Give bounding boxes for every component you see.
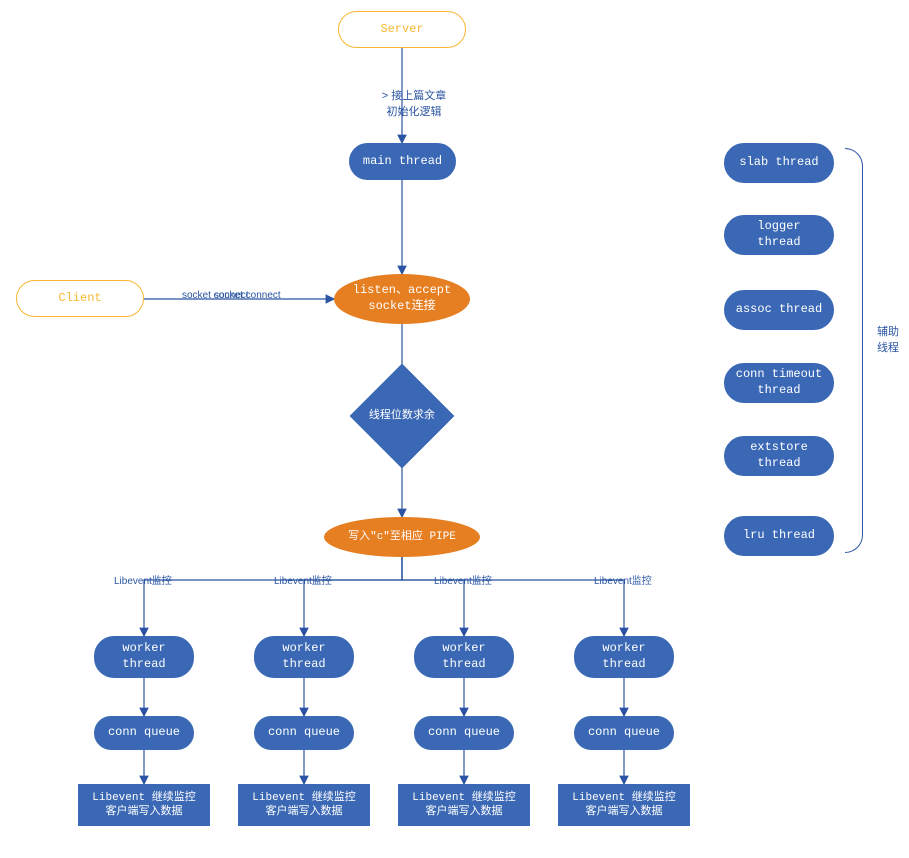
listen-accept-node: listen、accept socket连接 [334,274,470,324]
aux-thread-node: conn timeout thread [724,363,834,403]
aux-thread-node: assoc thread [724,290,834,330]
worker-thread-node: worker thread [94,636,194,678]
libevent-monitor-node: Libevent 继续监控 客户端写入数据 [558,784,690,826]
write-c-pipe-node: 写入"c"至相应 PIPE [324,517,480,557]
main-thread-label: main thread [363,154,442,170]
aux-thread-node: extstore thread [724,436,834,476]
modulo-label: 线程位数求余 [366,409,438,423]
aux-group-label: 辅助 线程 [868,323,908,355]
server-node: Server [338,11,466,48]
worker-thread-node: worker thread [574,636,674,678]
aux-thread-node: slab thread [724,143,834,183]
client-label: Client [58,291,101,307]
edge-label-socket_connect: socket connect [182,290,249,301]
init-line2: 初始化逻辑 [387,106,442,118]
edge-label-libevent_watch: Libevent监控 [434,572,492,587]
edge-label-libevent_watch: Libevent监控 [274,572,332,587]
conn-queue-node: conn queue [254,716,354,750]
init-annotation: > 接上篇文章 初始化逻辑 [364,87,464,119]
server-label: Server [380,22,423,38]
modulo-decision-node: 线程位数求余 [350,364,455,469]
conn-queue-node: conn queue [94,716,194,750]
init-line1: > 接上篇文章 [382,90,446,102]
libevent-monitor-node: Libevent 继续监控 客户端写入数据 [78,784,210,826]
aux-thread-node: lru thread [724,516,834,556]
group-brace [845,148,863,553]
main-thread-node: main thread [349,143,456,180]
worker-thread-node: worker thread [414,636,514,678]
conn-queue-node: conn queue [414,716,514,750]
write-c-label: 写入"c"至相应 PIPE [348,530,456,544]
listen-accept-label: listen、accept socket连接 [353,283,451,314]
libevent-monitor-node: Libevent 继续监控 客户端写入数据 [398,784,530,826]
edge-label-libevent_watch: Libevent监控 [594,572,652,587]
worker-thread-node: worker thread [254,636,354,678]
aux-thread-node: logger thread [724,215,834,255]
client-node: Client [16,280,144,317]
edge-label-libevent_watch: Libevent监控 [114,572,172,587]
conn-queue-node: conn queue [574,716,674,750]
libevent-monitor-node: Libevent 继续监控 客户端写入数据 [238,784,370,826]
